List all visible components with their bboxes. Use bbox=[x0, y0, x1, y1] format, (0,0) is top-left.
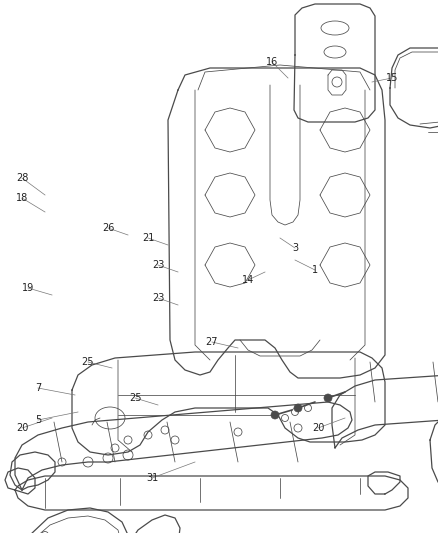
Text: 28: 28 bbox=[16, 173, 28, 183]
Text: 23: 23 bbox=[152, 260, 164, 270]
Text: 19: 19 bbox=[22, 283, 34, 293]
Text: 31: 31 bbox=[146, 473, 158, 483]
Text: 20: 20 bbox=[16, 423, 28, 433]
Text: 1: 1 bbox=[312, 265, 318, 275]
Text: 23: 23 bbox=[152, 293, 164, 303]
Text: 25: 25 bbox=[129, 393, 141, 403]
Text: 14: 14 bbox=[242, 275, 254, 285]
Circle shape bbox=[271, 411, 279, 419]
Text: 26: 26 bbox=[102, 223, 114, 233]
Text: 7: 7 bbox=[35, 383, 41, 393]
Circle shape bbox=[294, 404, 302, 412]
Text: 16: 16 bbox=[266, 57, 278, 67]
Text: 25: 25 bbox=[82, 357, 94, 367]
Text: 5: 5 bbox=[35, 415, 41, 425]
Text: 27: 27 bbox=[206, 337, 218, 347]
Circle shape bbox=[324, 394, 332, 402]
Text: 18: 18 bbox=[16, 193, 28, 203]
Text: 21: 21 bbox=[142, 233, 154, 243]
Text: 15: 15 bbox=[386, 73, 398, 83]
Text: 3: 3 bbox=[292, 243, 298, 253]
Text: 20: 20 bbox=[312, 423, 324, 433]
